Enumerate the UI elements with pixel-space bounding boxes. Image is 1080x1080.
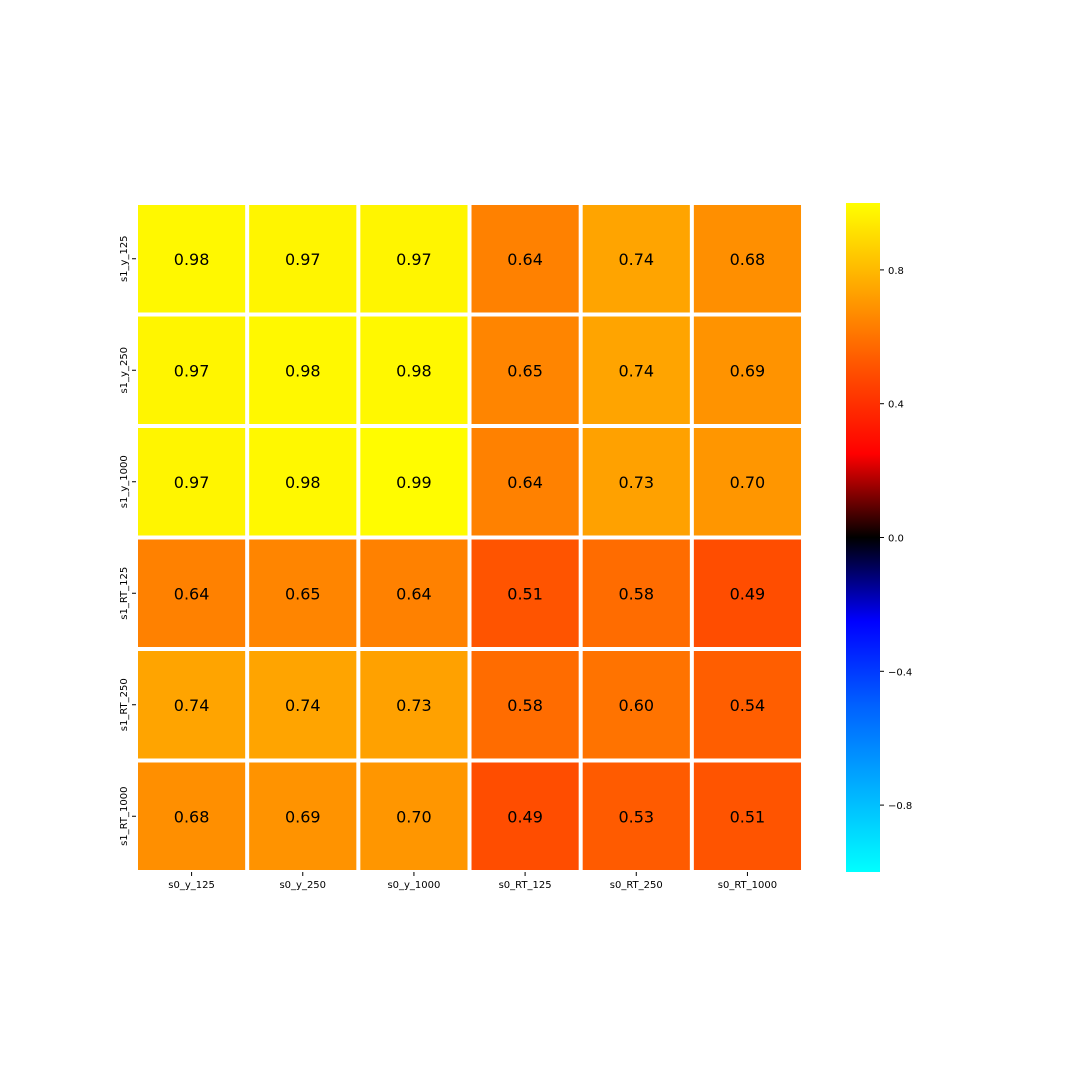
heatmap-cell — [138, 539, 246, 647]
heatmap-cell — [582, 205, 690, 313]
heatmap-cell — [471, 651, 579, 759]
cell-value-label: 0.70 — [730, 473, 766, 492]
y-axis-ticks: s1_y_125 s1_y_250 s1_y_1000 s1_RT_125 s1_RT_… — [119, 235, 136, 846]
heatmap-cell — [249, 428, 357, 536]
y-tick-label: s1_y_1000 — [119, 455, 130, 508]
cell-value-label: 0.68 — [174, 807, 210, 826]
cell-value-label: 0.64 — [174, 584, 210, 603]
cell-value-label: 0.97 — [396, 250, 432, 269]
x-tick-label: s0_y_1000 — [387, 880, 440, 891]
cell-value-label: 0.53 — [618, 807, 654, 826]
heatmap-cell — [693, 651, 802, 759]
heatmap-cell — [693, 316, 802, 424]
cell-value-label: 0.65 — [507, 361, 543, 380]
cell-value-label: 0.51 — [507, 584, 543, 603]
x-tick-label: s0_RT_125 — [499, 880, 552, 891]
y-tick-label: s1_y_125 — [119, 235, 130, 282]
cell-value-label: 0.60 — [618, 696, 654, 715]
heatmap-cell — [360, 316, 468, 424]
heatmap-cell — [138, 762, 246, 870]
y-tick-label: s1_RT_125 — [119, 567, 130, 620]
cell-value-label: 0.98 — [285, 473, 321, 492]
heatmap-cell — [471, 539, 579, 647]
cell-value-label: 0.69 — [730, 361, 766, 380]
heatmap-cell — [582, 316, 690, 424]
x-axis-ticks: s0_y_125 s0_y_250 s0_y_1000 s0_RT_125 s0_RT_… — [168, 872, 777, 891]
cell-value-label: 0.98 — [285, 361, 321, 380]
colorbar-tick-label: 0.8 — [888, 266, 904, 277]
cell-value-label: 0.49 — [730, 584, 766, 603]
heatmap-cell — [249, 205, 357, 313]
heatmap-cell — [693, 205, 802, 313]
heatmap-cell — [360, 428, 468, 536]
cell-value-label: 0.97 — [174, 361, 210, 380]
heatmap-cell — [693, 539, 802, 647]
colorbar-tick-label: 0.4 — [888, 400, 904, 411]
y-tick-label: s1_RT_1000 — [119, 787, 130, 846]
colorbar-gradient — [846, 203, 880, 872]
cell-value-label: 0.64 — [507, 250, 543, 269]
heatmap-cell — [471, 428, 579, 536]
cell-value-label: 0.73 — [396, 696, 432, 715]
cell-value-label: 0.65 — [285, 584, 321, 603]
heatmap-cell — [582, 651, 690, 759]
cell-value-label: 0.49 — [507, 807, 543, 826]
cell-value-label: 0.64 — [396, 584, 432, 603]
cell-value-label: 0.70 — [396, 807, 432, 826]
heatmap-cell — [360, 651, 468, 759]
heatmap-cell — [471, 762, 579, 870]
heatmap-cell — [138, 428, 246, 536]
x-tick-label: s0_y_125 — [168, 880, 215, 891]
cell-value-label: 0.54 — [730, 696, 766, 715]
cell-value-label: 0.64 — [507, 473, 543, 492]
cell-value-label: 0.51 — [730, 807, 766, 826]
cell-value-label: 0.98 — [174, 250, 210, 269]
x-tick-label: s0_RT_250 — [610, 880, 663, 891]
cell-value-label: 0.98 — [396, 361, 432, 380]
heatmap-cell — [360, 762, 468, 870]
cell-value-label: 0.74 — [618, 361, 654, 380]
heatmap-cell — [693, 428, 802, 536]
heatmap-cell — [582, 428, 690, 536]
heatmap-cell — [249, 316, 357, 424]
heatmap-cell — [471, 316, 579, 424]
colorbar-tick-label: −0.8 — [888, 801, 912, 812]
heatmap-cell — [360, 539, 468, 647]
cell-value-label: 0.73 — [618, 473, 654, 492]
colorbar-tick-label: 0.0 — [888, 534, 904, 545]
y-tick-label: s1_RT_250 — [119, 678, 130, 731]
cell-value-label: 0.99 — [396, 473, 432, 492]
heatmap-cell — [360, 205, 468, 313]
cell-value-label: 0.58 — [618, 584, 654, 603]
heatmap-cell — [582, 539, 690, 647]
heatmap-cell — [138, 651, 246, 759]
cell-value-label: 0.97 — [285, 250, 321, 269]
heatmap-cell — [249, 539, 357, 647]
cell-value-label: 0.74 — [285, 696, 321, 715]
heatmap-cell — [693, 762, 802, 870]
heatmap-cell — [249, 651, 357, 759]
colorbar-tick-label: −0.4 — [888, 667, 912, 678]
cell-value-label: 0.58 — [507, 696, 543, 715]
heatmap-cell — [471, 205, 579, 313]
cell-value-label: 0.74 — [618, 250, 654, 269]
cell-value-label: 0.74 — [174, 696, 210, 715]
heatmap-cell — [138, 316, 246, 424]
colorbar: 0.8 0.4 0.0 −0.4 −0.8 — [846, 203, 912, 872]
x-tick-label: s0_RT_1000 — [718, 880, 777, 891]
heatmap-cell — [249, 762, 357, 870]
heatmap-cell — [582, 762, 690, 870]
x-tick-label: s0_y_250 — [279, 880, 326, 891]
cell-value-label: 0.97 — [174, 473, 210, 492]
cell-value-label: 0.69 — [285, 807, 321, 826]
heatmap-cell — [138, 205, 246, 313]
heatmap-cells: 0.98 0.97 0.97 0.64 0.74 0.68 0.97 0.98 0.98 0.65… — [138, 205, 802, 870]
y-tick-label: s1_y_250 — [119, 347, 130, 394]
cell-value-label: 0.68 — [730, 250, 766, 269]
